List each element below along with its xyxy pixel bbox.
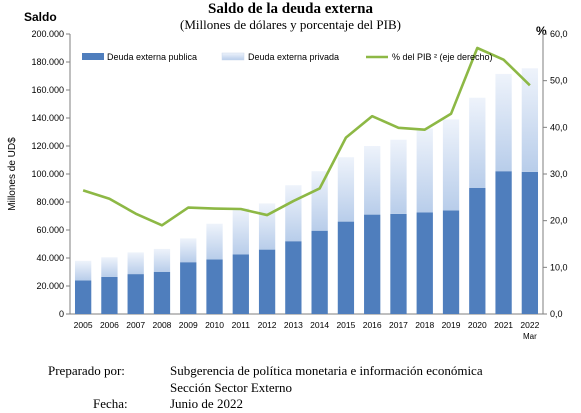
- bar-public: [495, 171, 512, 314]
- date-label: Fecha:: [93, 396, 128, 411]
- bar-public: [206, 259, 223, 314]
- bar-public: [153, 272, 171, 314]
- y-tick-label: 20.000: [36, 281, 64, 291]
- bar-private: [153, 248, 171, 272]
- bar-private: [258, 203, 276, 250]
- x-tick-label: 2020: [468, 320, 487, 330]
- chart-title: Saldo de la deuda externa: [207, 1, 373, 17]
- legend-label-public: Deuda externa publica: [107, 52, 197, 62]
- x-tick-label: 2007: [126, 320, 145, 330]
- y-tick-label: 120.000: [31, 141, 64, 151]
- y-tick-label: 80.000: [36, 197, 64, 207]
- x-tick-label: 2010: [205, 320, 224, 330]
- x-tick-label: 2022: [520, 320, 539, 330]
- bar-public: [311, 230, 328, 314]
- bar-private: [232, 208, 249, 255]
- bar-private: [311, 171, 328, 231]
- y2-tick-label: 60,0: [550, 29, 568, 39]
- x-tick-label: 2018: [415, 320, 434, 330]
- bar-private: [469, 97, 486, 188]
- bar-public: [521, 171, 539, 314]
- bar-public: [469, 188, 486, 314]
- bar-public: [390, 213, 407, 314]
- bar-public: [258, 249, 276, 314]
- x-tick-label: 2014: [310, 320, 329, 330]
- x-tick-label: 2005: [74, 320, 93, 330]
- bar-public: [180, 262, 197, 314]
- x-tick-label: 2015: [336, 320, 355, 330]
- y2-tick-label: 0,0: [550, 309, 563, 319]
- y-tick-label: 100.000: [31, 169, 64, 179]
- x-tick-label: 2011: [232, 320, 251, 330]
- bar-public: [232, 254, 249, 314]
- prepared-by-line-2: Sección Sector Externo: [170, 380, 293, 395]
- bar-public: [285, 241, 302, 314]
- bar-private: [285, 185, 302, 242]
- bar-public: [337, 221, 355, 314]
- bar-private: [495, 73, 512, 172]
- prepared-by-line-1: Subgerencia de política monetaria e info…: [170, 363, 483, 378]
- legend-label-pct: % del PIB ² (eje derecho): [392, 52, 493, 62]
- bar-public: [364, 214, 381, 314]
- y-tick-label: 160.000: [31, 85, 64, 95]
- y-tick-label: 60.000: [36, 225, 64, 235]
- corner-label: Saldo: [24, 10, 57, 24]
- y-axis-title: Millones de UD$: [7, 137, 18, 211]
- x-tick-label: 2013: [284, 320, 303, 330]
- bar-public: [416, 212, 433, 314]
- pct-gdp-line: [82, 46, 531, 227]
- y2-tick-label: 30,0: [550, 169, 568, 179]
- bar-private: [101, 257, 118, 277]
- chart-subtitle: (Millones de dólares y porcentaje del PI…: [180, 17, 401, 32]
- bar-public: [74, 280, 92, 314]
- bar-private: [180, 238, 197, 263]
- bar-private: [74, 260, 92, 281]
- bar-private: [442, 119, 460, 211]
- x-tick-label: 2019: [442, 320, 461, 330]
- legend-swatch-private: [221, 52, 245, 61]
- prepared-by-label: Preparado por:: [48, 363, 125, 378]
- x-tick-label: 2017: [389, 320, 408, 330]
- legend-swatch-public: [82, 53, 104, 60]
- bar-public: [127, 274, 144, 314]
- bar-private: [337, 157, 355, 222]
- bar-public: [442, 210, 460, 314]
- bar-private: [206, 223, 223, 260]
- x-tick-sublabel: Mar: [523, 332, 537, 341]
- bar-private: [364, 146, 381, 215]
- y2-tick-label: 40,0: [550, 122, 568, 132]
- y-tick-label: 200.000: [31, 29, 64, 39]
- bar-private: [416, 128, 433, 213]
- x-tick-label: 2006: [100, 320, 119, 330]
- y2-tick-label: 10,0: [550, 262, 568, 272]
- right-axis-title: %: [536, 24, 547, 38]
- x-tick-label: 2016: [363, 320, 382, 330]
- y-tick-label: 180.000: [31, 57, 64, 67]
- x-tick-label: 2008: [153, 320, 172, 330]
- y-tick-label: 40.000: [36, 253, 64, 263]
- y2-tick-label: 20,0: [550, 216, 568, 226]
- bar-private: [390, 139, 407, 214]
- legend-label-private: Deuda externa privada: [248, 52, 339, 62]
- bar-private: [127, 252, 144, 275]
- x-tick-label: 2009: [179, 320, 198, 330]
- x-tick-label: 2012: [258, 320, 277, 330]
- y-tick-label: 140.000: [31, 113, 64, 123]
- bar-private: [521, 68, 539, 172]
- date-value: Junio de 2022: [170, 396, 243, 411]
- bar-public: [101, 276, 118, 314]
- x-tick-label: 2021: [494, 320, 513, 330]
- y-tick-label: 0: [59, 309, 64, 319]
- y2-tick-label: 50,0: [550, 76, 568, 86]
